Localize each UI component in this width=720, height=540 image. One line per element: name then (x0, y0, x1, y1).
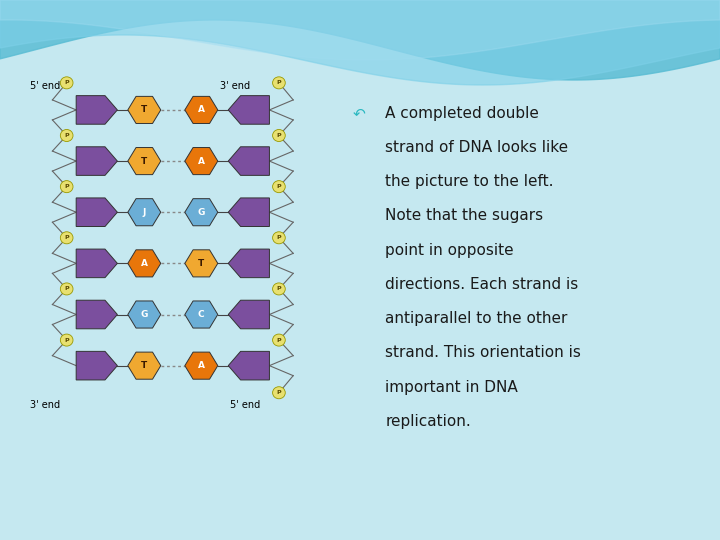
Text: P: P (64, 80, 69, 85)
Text: A completed double: A completed double (385, 106, 539, 121)
Text: T: T (141, 157, 148, 166)
Text: important in DNA: important in DNA (385, 380, 518, 395)
Polygon shape (228, 300, 269, 329)
Text: P: P (276, 80, 282, 85)
Polygon shape (128, 96, 161, 124)
Polygon shape (228, 249, 269, 278)
Text: ↶: ↶ (353, 106, 366, 121)
Text: directions. Each strand is: directions. Each strand is (385, 277, 578, 292)
Polygon shape (185, 301, 217, 328)
Text: P: P (276, 286, 282, 292)
Text: A: A (198, 157, 204, 166)
Text: point in opposite: point in opposite (385, 242, 514, 258)
Text: P: P (64, 286, 69, 292)
Polygon shape (185, 250, 217, 277)
Text: P: P (64, 338, 69, 342)
Polygon shape (228, 198, 269, 226)
Polygon shape (76, 300, 117, 329)
Text: J: J (143, 208, 146, 217)
Polygon shape (185, 199, 217, 226)
Circle shape (60, 283, 73, 295)
Polygon shape (76, 352, 117, 380)
Text: P: P (276, 235, 282, 240)
Circle shape (273, 77, 285, 89)
Text: P: P (276, 390, 282, 395)
Text: P: P (276, 184, 282, 189)
Text: 3' end: 3' end (30, 400, 60, 410)
Polygon shape (185, 96, 217, 124)
Polygon shape (128, 352, 161, 379)
Polygon shape (128, 147, 161, 174)
Text: replication.: replication. (385, 414, 471, 429)
Circle shape (60, 130, 73, 141)
Text: 5' end: 5' end (30, 81, 60, 91)
Polygon shape (76, 198, 117, 226)
Circle shape (273, 283, 285, 295)
Polygon shape (128, 250, 161, 277)
Polygon shape (228, 352, 269, 380)
Text: G: G (197, 208, 205, 217)
Text: 3' end: 3' end (220, 81, 251, 91)
Text: A: A (198, 105, 204, 114)
Text: 5' end: 5' end (230, 400, 260, 410)
Text: T: T (141, 361, 148, 370)
Polygon shape (128, 301, 161, 328)
Polygon shape (128, 199, 161, 226)
Circle shape (273, 334, 285, 346)
Text: P: P (64, 184, 69, 189)
Text: P: P (64, 133, 69, 138)
Text: G: G (140, 310, 148, 319)
Text: C: C (198, 310, 204, 319)
Circle shape (60, 77, 73, 89)
Circle shape (60, 334, 73, 346)
Text: antiparallel to the other: antiparallel to the other (385, 311, 567, 326)
Text: T: T (198, 259, 204, 268)
Polygon shape (228, 96, 269, 124)
Circle shape (273, 232, 285, 244)
Text: P: P (64, 235, 69, 240)
Text: A: A (198, 361, 204, 370)
Text: P: P (276, 133, 282, 138)
Circle shape (273, 387, 285, 399)
Text: T: T (141, 105, 148, 114)
Polygon shape (76, 249, 117, 278)
Text: Note that the sugars: Note that the sugars (385, 208, 544, 224)
Text: A: A (141, 259, 148, 268)
Circle shape (60, 180, 73, 193)
Text: P: P (276, 338, 282, 342)
Polygon shape (76, 147, 117, 176)
Circle shape (273, 130, 285, 141)
Polygon shape (228, 147, 269, 176)
Polygon shape (185, 352, 217, 379)
Polygon shape (185, 147, 217, 174)
Circle shape (273, 180, 285, 193)
Text: strand of DNA looks like: strand of DNA looks like (385, 140, 568, 155)
Circle shape (60, 232, 73, 244)
Polygon shape (76, 96, 117, 124)
Text: the picture to the left.: the picture to the left. (385, 174, 554, 189)
Text: strand. This orientation is: strand. This orientation is (385, 346, 581, 360)
